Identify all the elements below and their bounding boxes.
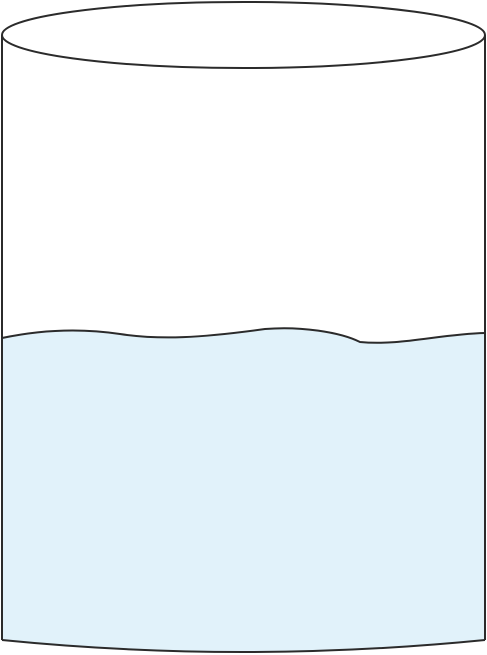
water-surface [1, 327, 486, 344]
glass-rim [1, 1, 486, 69]
water [2, 328, 485, 652]
glass-bottom [1, 639, 486, 653]
